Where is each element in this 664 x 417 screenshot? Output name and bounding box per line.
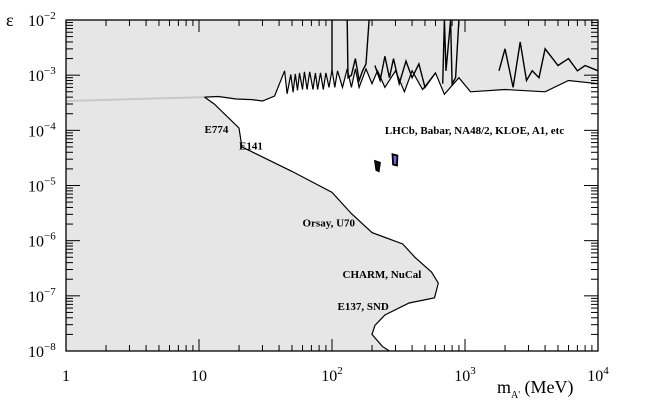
collider-limit-curve-5	[498, 41, 598, 88]
x-tick-label-4: 103	[454, 365, 476, 385]
y-tick-label-3: 10−4	[28, 120, 56, 140]
collider-limit-curve-4	[442, 20, 460, 87]
y-tick-label-2: 10−3	[28, 65, 56, 85]
excluded-regions	[66, 20, 598, 351]
annotation-1: E774	[205, 124, 229, 136]
annotation-4: Orsay, U70	[302, 218, 355, 230]
annotations: E774 E141 LHCb, Babar, NA48/2, KLOE, A1, e…	[205, 124, 565, 313]
island-2	[391, 153, 399, 167]
collider-limit-curve-2	[346, 20, 370, 84]
x-tick-label-5: 104	[587, 365, 609, 385]
y-tick-label-5: 10−6	[28, 231, 56, 251]
faint-boundary-line	[66, 96, 205, 102]
island-1	[373, 159, 381, 173]
x-axis-label: mA' (MeV)	[497, 377, 574, 401]
beam-dump-region-fill	[66, 97, 439, 351]
y-tick-label-4: 10−5	[28, 176, 56, 196]
annotation-2: E141	[239, 140, 263, 152]
y-axis-ticks: 10−2 10−3 10−4 10−5 10−6 10−7 10−8	[28, 10, 598, 361]
y-tick-label-1: 10−2	[28, 10, 56, 30]
x-axis-ticks: 1 10 102 103 104	[62, 20, 609, 385]
annotation-3: LHCb, Babar, NA48/2, KLOE, A1, etc	[385, 125, 564, 137]
y-axis-label: ε	[6, 10, 14, 30]
x-tick-label-3: 102	[321, 365, 343, 385]
y-tick-label-7: 10−8	[28, 341, 56, 361]
beam-dump-boundary-line	[204, 96, 439, 351]
y-tick-label-6: 10−7	[28, 286, 56, 306]
annotation-5: CHARM, NuCal	[343, 269, 422, 281]
collider-limit-curve-3	[374, 56, 437, 90]
x-tick-label-2: 10	[191, 368, 207, 385]
x-tick-label-1: 1	[62, 368, 70, 385]
annotation-6: E137, SND	[338, 301, 389, 313]
